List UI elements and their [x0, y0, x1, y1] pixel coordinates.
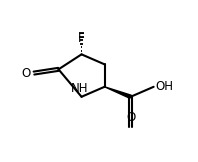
Text: OH: OH — [155, 80, 173, 93]
Text: F: F — [78, 32, 85, 45]
Text: O: O — [22, 67, 31, 80]
Polygon shape — [105, 87, 131, 98]
Text: O: O — [126, 111, 135, 124]
Text: NH: NH — [71, 81, 89, 95]
